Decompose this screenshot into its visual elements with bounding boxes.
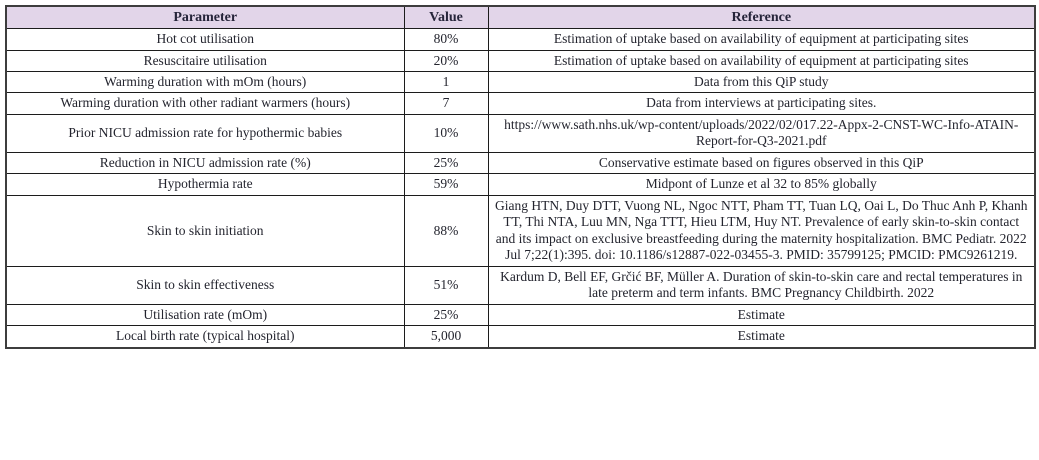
value-cell: 25%	[403, 303, 489, 327]
reference-cell: Estimate	[487, 303, 1036, 327]
header-row: Parameter Value Reference	[5, 5, 1036, 30]
table-row: Local birth rate (typical hospital) 5,000…	[5, 325, 1036, 349]
parameter-cell: Resuscitaire utilisation	[5, 49, 405, 73]
table-row: Prior NICU admission rate for hypothermi…	[5, 113, 1036, 153]
reference-cell: Estimate	[487, 325, 1036, 349]
table-row: Hot cot utilisation 80% Estimation of upta…	[5, 28, 1036, 51]
column-header-reference: Reference	[487, 5, 1036, 30]
value-cell: 25%	[403, 151, 489, 175]
reference-cell: Giang HTN, Duy DTT, Vuong NL, Ngoc NTT, …	[487, 194, 1036, 267]
value-cell: 59%	[403, 173, 489, 196]
value-cell: 7	[403, 92, 489, 115]
parameter-cell: Hot cot utilisation	[5, 28, 405, 51]
table-row: Reduction in NICU admission rate (%) 25% C…	[5, 151, 1036, 175]
column-header-parameter: Parameter	[5, 5, 405, 30]
reference-cell: Data from interviews at participating si…	[487, 92, 1036, 115]
value-cell: 20%	[403, 49, 489, 73]
parameter-cell: Warming duration with other radiant warm…	[5, 92, 405, 115]
parameter-cell: Local birth rate (typical hospital)	[5, 325, 405, 349]
parameter-cell: Utilisation rate (mOm)	[5, 303, 405, 327]
column-header-value: Value	[403, 5, 489, 30]
parameter-cell: Prior NICU admission rate for hypothermi…	[5, 113, 405, 153]
value-cell: 10%	[403, 113, 489, 153]
reference-cell: Estimation of uptake based on availabili…	[487, 49, 1036, 73]
reference-cell: Midpont of Lunze et al 32 to 85% globall…	[487, 173, 1036, 196]
value-cell: 88%	[403, 194, 489, 267]
value-cell: 5,000	[403, 325, 489, 349]
parameter-cell: Reduction in NICU admission rate (%)	[5, 151, 405, 175]
page-container: Parameter Value Reference Hot cot utilis…	[5, 5, 1036, 349]
parameters-table: Parameter Value Reference Hot cot utilis…	[5, 5, 1036, 349]
table-row: Resuscitaire utilisation 20% Estimation of…	[5, 49, 1036, 73]
value-cell: 1	[403, 71, 489, 94]
parameter-cell: Warming duration with mOm (hours)	[5, 71, 405, 94]
reference-cell: Data from this QiP study	[487, 71, 1036, 94]
value-cell: 51%	[403, 265, 489, 305]
parameter-cell: Skin to skin effectiveness	[5, 265, 405, 305]
parameter-cell: Hypothermia rate	[5, 173, 405, 196]
table-row: Skin to skin initiation 88% Giang HTN, Duy…	[5, 194, 1036, 267]
table-row: Warming duration with mOm (hours) 1 Data f…	[5, 71, 1036, 94]
parameter-cell: Skin to skin initiation	[5, 194, 405, 267]
table-row: Warming duration with other radiant warm…	[5, 92, 1036, 115]
reference-cell: Kardum D, Bell EF, Grčić BF, Müller A. D…	[487, 265, 1036, 305]
reference-cell: Estimation of uptake based on availabili…	[487, 28, 1036, 51]
table-row: Skin to skin effectiveness 51% Kardum D, B…	[5, 265, 1036, 305]
table-row: Utilisation rate (mOm) 25% Estimate	[5, 303, 1036, 327]
value-cell: 80%	[403, 28, 489, 51]
reference-cell: Conservative estimate based on figures o…	[487, 151, 1036, 175]
table-body: Hot cot utilisation 80% Estimation of upta…	[5, 28, 1036, 349]
reference-cell: https://www.sath.nhs.uk/wp-content/uploa…	[487, 113, 1036, 153]
table-row: Hypothermia rate 59% Midpont of Lunze et a…	[5, 173, 1036, 196]
